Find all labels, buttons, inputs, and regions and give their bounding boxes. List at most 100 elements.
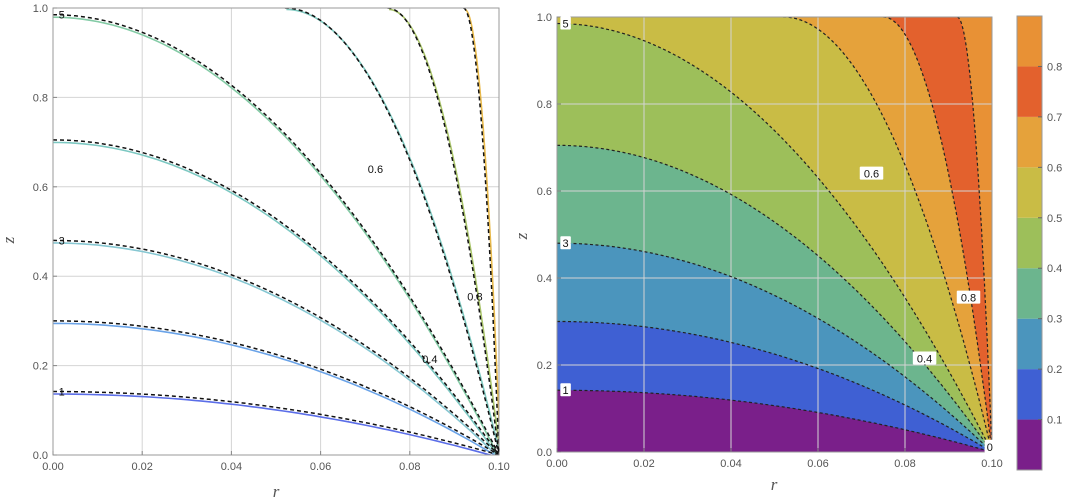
x-tick-label: 0.04 (221, 461, 242, 473)
contour-label: 0 (987, 442, 993, 454)
x-tick-label: 0.04 (720, 458, 741, 470)
contour-label: 0.8 (961, 293, 976, 305)
dashed-contour-line (557, 22, 992, 452)
y-tick-label: 0.8 (537, 99, 552, 111)
colorbar-tick-label: 0.2 (1047, 364, 1062, 376)
colorbar-frame (1016, 15, 1043, 471)
colorbar-band (1017, 167, 1042, 218)
y-tick-label: 0.8 (33, 92, 48, 104)
x-tick-label: 0.02 (633, 458, 654, 470)
right-y-axis-label: z (512, 232, 531, 240)
contour-label-box (984, 439, 996, 453)
left-contour-lines (53, 8, 499, 455)
dashed-contour-line (53, 320, 499, 455)
colorbar-band (1017, 318, 1042, 370)
contour-label: 0.4 (917, 353, 932, 365)
colorbar-band (1017, 268, 1042, 319)
colorbar-tick-label: 0.7 (1047, 112, 1062, 124)
contour-label: 0.6 (864, 169, 879, 181)
colorbar-band (1017, 217, 1042, 269)
x-tick-label: 0.06 (807, 458, 828, 470)
contour-label: 0.6 (368, 164, 383, 176)
left-x-tick-labels: 0.00 0.02 0.04 0.06 0.08 0.10 (42, 451, 510, 473)
x-tick-label: 0.10 (981, 458, 1002, 470)
y-tick-label: 1.0 (537, 12, 552, 24)
contour-label: 0 (494, 445, 500, 457)
contour-line (53, 141, 499, 455)
colorbar-tick-label: 0.3 (1047, 314, 1062, 326)
y-tick-label: 0.6 (33, 182, 48, 194)
left-plot-background (53, 8, 499, 455)
right-y-tick-labels: 0.0 0.2 0.4 0.6 0.8 1.0 (537, 12, 561, 459)
left-y-tick-labels: 0.0 0.2 0.4 0.6 0.8 1.0 (33, 3, 57, 462)
dashed-contour-line (557, 389, 992, 452)
colorbar-band (1017, 66, 1042, 117)
colorbar-tick-label: 0.6 (1047, 162, 1062, 174)
dashed-contour-line (557, 320, 992, 452)
contour-label: 5 (563, 19, 569, 31)
contour-line (388, 8, 499, 452)
colorbar-band (1017, 369, 1042, 420)
contour-label: 1 (563, 385, 569, 397)
y-tick-label: 0.4 (33, 271, 48, 283)
x-tick-label: 0.00 (546, 458, 567, 470)
filled-region (557, 390, 992, 452)
x-tick-label: 0.08 (894, 458, 915, 470)
y-tick-label: 0.0 (537, 447, 552, 459)
contour-line (464, 8, 499, 440)
contour-label-box (560, 383, 571, 397)
contour-label: 0.4 (422, 354, 437, 366)
dashed-contour-line (883, 17, 992, 452)
contour-label-box (956, 290, 981, 304)
contour-label-box (560, 16, 571, 30)
contour-line (53, 16, 499, 455)
contour-label: 3 (59, 235, 65, 247)
colorbar-tick-labels: 0.1 0.2 0.3 0.4 0.5 0.6 0.7 0.8 (1038, 61, 1062, 427)
contour-label: 3 (563, 238, 569, 250)
left-x-axis-label: r (273, 482, 280, 501)
contour-line (53, 322, 497, 455)
colorbar-tick-label: 0.5 (1047, 213, 1062, 225)
contour-line (53, 393, 494, 455)
left-dashed-contours (53, 8, 499, 455)
left-contour-labels: 5 0.6 3 0.8 0.4 1 0 (59, 10, 500, 457)
x-tick-label: 0.08 (399, 461, 420, 473)
left-grid (52, 7, 500, 456)
dashed-contour-line (53, 239, 499, 455)
y-tick-label: 1.0 (33, 3, 48, 15)
y-tick-label: 0.4 (537, 273, 552, 285)
y-tick-label: 0.2 (33, 361, 48, 373)
dashed-contour-line (463, 8, 499, 455)
left-plot-frame (52, 7, 500, 456)
x-tick-label: 0.02 (131, 461, 152, 473)
contour-label: 5 (59, 10, 65, 22)
x-tick-label: 0.06 (310, 461, 331, 473)
colorbar-band (1017, 116, 1042, 168)
right-x-tick-labels: 0.00 0.02 0.04 0.06 0.08 0.10 (546, 448, 1003, 470)
dashed-contour-line (557, 144, 992, 452)
right-contour-labels: 5 0.6 3 0.8 0.4 1 0 (560, 16, 996, 454)
y-tick-label: 0.6 (537, 186, 552, 198)
contour-label: 1 (59, 387, 65, 399)
right-dashed-contours (557, 17, 992, 452)
colorbar-band (1017, 419, 1042, 470)
dashed-contour-line (783, 17, 992, 452)
dashed-contour-line (284, 8, 499, 455)
right-filled-regions (557, 17, 992, 452)
left-y-axis-label: z (0, 236, 18, 244)
colorbar-tick-label: 0.1 (1047, 415, 1062, 427)
y-tick-label: 0.0 (33, 450, 48, 462)
contour-label-box (560, 236, 571, 250)
colorbar-bands (1017, 16, 1042, 470)
colorbar-tick-label: 0.4 (1047, 263, 1062, 275)
y-tick-label: 0.2 (537, 360, 552, 372)
dashed-contour-line (387, 8, 499, 455)
right-plot-frame (556, 16, 993, 453)
contour-label-box (859, 166, 884, 180)
right-x-axis-label: r (771, 475, 778, 494)
x-tick-label: 0.00 (42, 461, 63, 473)
dashed-contour-line (53, 139, 499, 455)
colorbar-legend: 0.1 0.2 0.3 0.4 0.5 0.6 0.7 0.8 (1016, 15, 1062, 471)
dashed-contour-line (557, 242, 992, 452)
